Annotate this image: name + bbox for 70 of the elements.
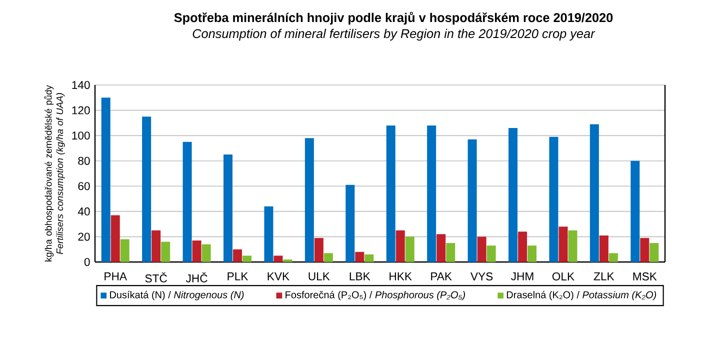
bar	[242, 256, 252, 262]
x-tick-label: PHA	[104, 272, 127, 280]
y-tick-label: 100	[72, 132, 90, 140]
bar	[314, 238, 324, 262]
chart-title: Spotřeba minerálních hnojiv podle krajů v hospodářském roce 2019/2020	[174, 12, 613, 25]
bar	[486, 246, 496, 262]
legend-label: Dusíkatá (N) / Nitrogenous (N)	[110, 290, 244, 300]
bar	[477, 236, 486, 262]
y-tick-label: 40	[78, 207, 90, 216]
x-tick-label: STČ	[145, 272, 167, 282]
bar	[120, 239, 130, 262]
bar	[518, 232, 528, 262]
bar	[274, 256, 283, 262]
bar	[650, 243, 659, 262]
x-tick-label: ZLK	[594, 272, 614, 280]
x-tick-label: PLK	[228, 272, 248, 280]
bar	[599, 235, 608, 262]
x-tick-label: VYS	[470, 272, 493, 280]
bar	[264, 206, 274, 262]
bar	[446, 243, 456, 262]
legend-label: Draselná (K₂O) / Potassium (K₂O)	[506, 290, 656, 300]
x-tick-label: MSK	[633, 272, 657, 280]
bar	[558, 226, 568, 262]
bar	[142, 116, 152, 262]
bar	[192, 240, 202, 262]
legend-label: Fosforečná (P₂O₅) / Phosphorous (P₂O₅)	[286, 290, 465, 300]
x-tick-label: JHČ	[186, 272, 208, 282]
chart-subtitle: Consumption of mineral fertilisers by Region in the 2019/2020 crop year	[192, 28, 596, 41]
x-tick-label: PAK	[431, 272, 452, 280]
bar	[630, 160, 640, 262]
bar	[528, 246, 537, 262]
x-tick-label: ULK	[308, 272, 330, 280]
x-tick-label: OLK	[552, 272, 574, 280]
y-tick-label: 60	[78, 182, 90, 190]
bar	[386, 125, 396, 262]
bar	[427, 125, 436, 262]
bar	[324, 253, 333, 262]
bar	[364, 254, 374, 262]
bar	[233, 249, 242, 262]
bar	[608, 253, 618, 262]
bar	[161, 242, 170, 262]
bar	[396, 230, 405, 262]
bar	[152, 230, 161, 262]
bar	[405, 236, 414, 262]
y-tick-label: 20	[78, 232, 90, 241]
bar	[436, 234, 446, 262]
bar	[224, 154, 232, 262]
x-tick-label: HKK	[390, 272, 412, 280]
bar	[110, 215, 120, 262]
bar	[346, 184, 355, 262]
y-tick-label: 120	[72, 106, 90, 114]
bar	[468, 139, 477, 262]
bar	[640, 238, 650, 262]
x-tick-label: LBK	[350, 272, 370, 280]
y-tick-label: 80	[78, 156, 90, 165]
bar	[101, 98, 110, 262]
bar	[283, 259, 292, 262]
bar	[182, 142, 192, 262]
y-tick-label: 0	[84, 258, 90, 266]
bar	[304, 138, 314, 262]
x-tick-label: JHM	[511, 272, 534, 280]
bar	[508, 128, 518, 262]
y-tick-label: 140	[72, 80, 90, 90]
bar	[202, 244, 211, 262]
bar	[590, 124, 599, 262]
bar	[355, 252, 364, 262]
x-tick-label: KVK	[268, 272, 290, 280]
bar	[549, 136, 558, 262]
bar	[568, 230, 578, 262]
y-axis-title: kg/ha obhospodařované zemědělské půdy Fertilisers consumption (kg/ha of UAA)	[44, 85, 65, 262]
